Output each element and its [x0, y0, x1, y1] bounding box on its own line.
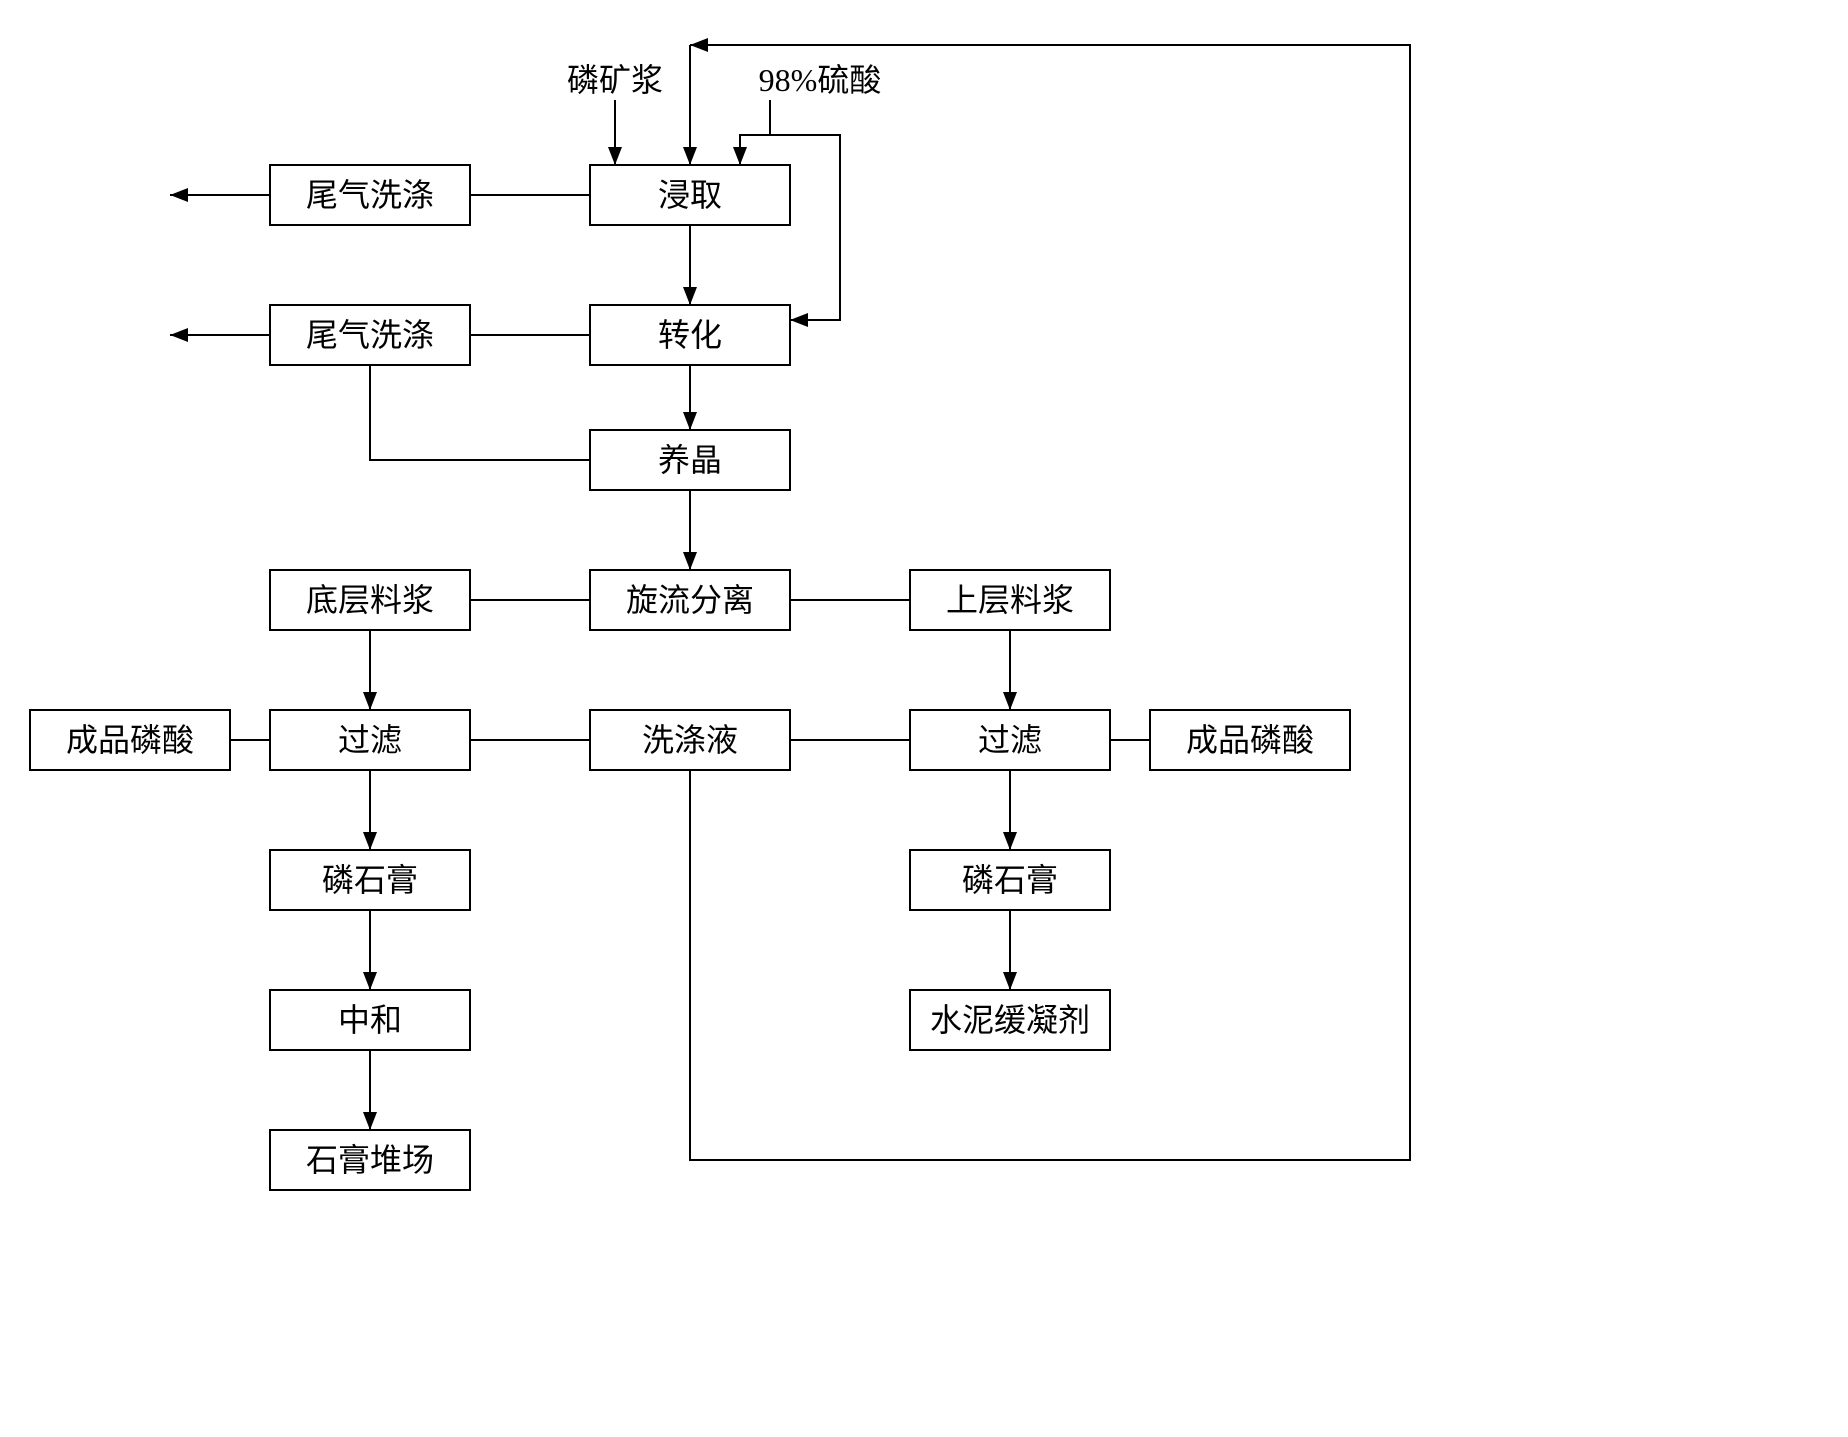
- node-scrub1: 尾气洗涤: [270, 165, 470, 225]
- arrow-head-icon: [683, 147, 697, 165]
- node-label-neutral: 中和: [338, 1002, 402, 1038]
- node-label-scrub2: 尾气洗涤: [306, 317, 434, 353]
- arrow-head-icon: [363, 1112, 377, 1130]
- arrow-head-icon: [733, 147, 747, 165]
- arrow-head-icon: [170, 188, 188, 202]
- arrow-head-icon: [363, 972, 377, 990]
- node-label-leach: 浸取: [658, 177, 722, 213]
- node-gypsumR: 磷石膏: [910, 850, 1110, 910]
- node-label-bottom: 底层料浆: [306, 582, 434, 618]
- node-convert: 转化: [590, 305, 790, 365]
- node-top: 上层料浆: [910, 570, 1110, 630]
- node-label-wash: 洗涤液: [642, 722, 738, 758]
- arrow-head-icon: [1003, 692, 1017, 710]
- input-label-in_slurry: 磷矿浆: [567, 62, 663, 98]
- arrow-head-icon: [1003, 832, 1017, 850]
- node-label-gypsumL: 磷石膏: [322, 862, 418, 898]
- node-crystal: 养晶: [590, 430, 790, 490]
- arrow-head-icon: [608, 147, 622, 165]
- node-filterL: 过滤: [270, 710, 470, 770]
- node-leach: 浸取: [590, 165, 790, 225]
- input-label-in_acid: 98%硫酸: [759, 62, 882, 98]
- arrow-head-icon: [790, 313, 808, 327]
- edge-scrub2-crystal: [370, 365, 590, 460]
- node-prodR: 成品磷酸: [1150, 710, 1350, 770]
- node-cyclone: 旋流分离: [590, 570, 790, 630]
- arrow-head-icon: [363, 832, 377, 850]
- node-label-prodR: 成品磷酸: [1186, 722, 1314, 758]
- node-label-top: 上层料浆: [946, 582, 1074, 618]
- node-gypsumL: 磷石膏: [270, 850, 470, 910]
- arrow-head-icon: [690, 38, 708, 52]
- node-neutral: 中和: [270, 990, 470, 1050]
- node-scrub2: 尾气洗涤: [270, 305, 470, 365]
- node-yard: 石膏堆场: [270, 1130, 470, 1190]
- node-filterR: 过滤: [910, 710, 1110, 770]
- arrow-head-icon: [683, 412, 697, 430]
- node-retarder: 水泥缓凝剂: [910, 990, 1110, 1050]
- arrow-head-icon: [683, 287, 697, 305]
- node-label-retarder: 水泥缓凝剂: [930, 1002, 1090, 1038]
- node-label-cyclone: 旋流分离: [626, 582, 754, 618]
- node-label-crystal: 养晶: [658, 442, 722, 478]
- arrow-head-icon: [1003, 972, 1017, 990]
- node-label-scrub1: 尾气洗涤: [306, 177, 434, 213]
- node-label-prodL: 成品磷酸: [66, 722, 194, 758]
- node-label-filterR: 过滤: [978, 722, 1042, 758]
- arrow-head-icon: [363, 692, 377, 710]
- node-bottom: 底层料浆: [270, 570, 470, 630]
- node-label-yard: 石膏堆场: [306, 1142, 434, 1178]
- arrow-head-icon: [683, 552, 697, 570]
- node-prodL: 成品磷酸: [30, 710, 230, 770]
- node-wash: 洗涤液: [590, 710, 790, 770]
- node-label-convert: 转化: [658, 317, 722, 353]
- node-label-filterL: 过滤: [338, 722, 402, 758]
- node-label-gypsumR: 磷石膏: [962, 862, 1058, 898]
- edge-branch-convert_right: [770, 135, 840, 320]
- arrow-head-icon: [170, 328, 188, 342]
